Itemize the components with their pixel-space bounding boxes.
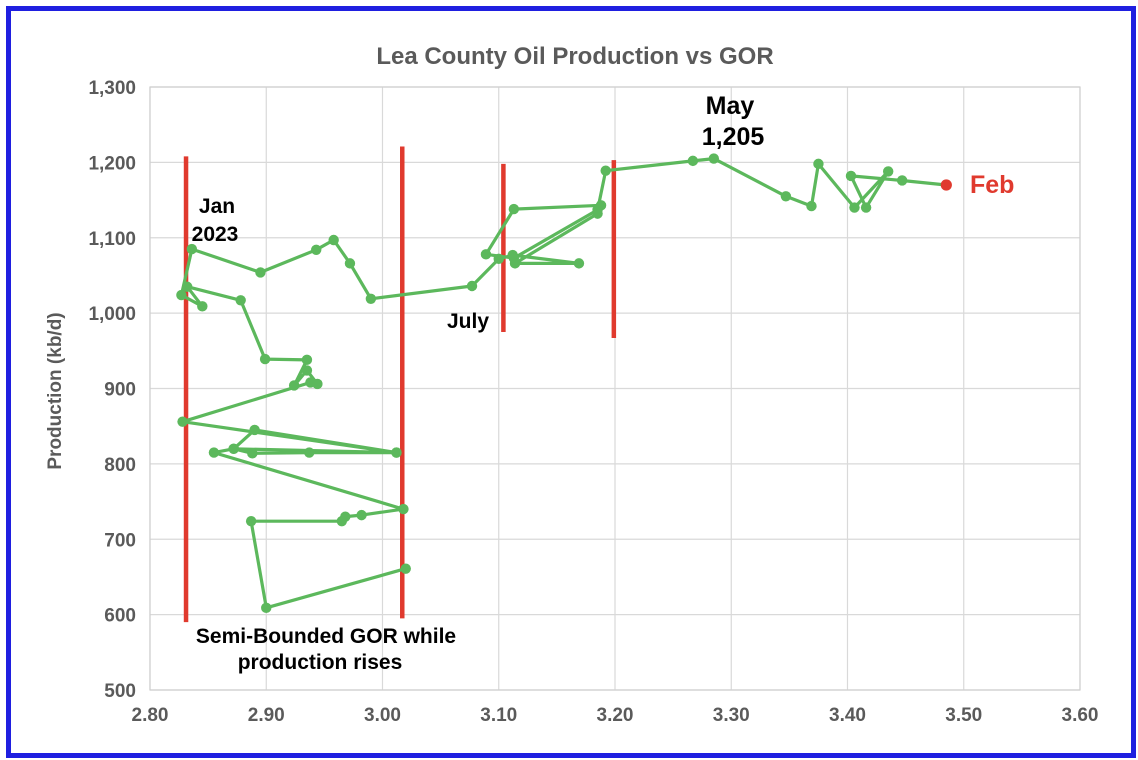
data-point	[882, 166, 894, 177]
data-point	[466, 280, 478, 292]
data-point	[398, 503, 409, 515]
y-tick-label: 700	[104, 530, 136, 551]
y-tick-label: 600	[104, 606, 136, 627]
data-point	[288, 380, 300, 391]
annotation-jan-year: 2023	[192, 223, 239, 246]
annotation-bounded-line2: production rises	[238, 651, 403, 674]
data-point	[896, 175, 908, 186]
data-point	[813, 158, 824, 170]
data-point	[480, 249, 492, 260]
data-point	[845, 170, 857, 182]
x-tick-label: 2.90	[248, 705, 285, 726]
data-point	[860, 202, 872, 213]
data-point	[228, 443, 239, 454]
data-point	[186, 243, 198, 255]
data-point	[312, 378, 323, 390]
data-point	[311, 244, 322, 256]
data-point	[573, 258, 585, 269]
data-point	[249, 424, 260, 436]
annotation-may: May	[706, 92, 755, 120]
x-tick-label: 3.30	[713, 705, 750, 726]
data-point	[304, 447, 315, 458]
y-tick-label: 500	[104, 681, 136, 702]
x-tick-label: 3.50	[945, 705, 982, 726]
x-tick-label: 3.40	[829, 705, 866, 726]
data-point	[849, 202, 860, 213]
data-point	[255, 267, 266, 278]
data-point	[508, 203, 520, 215]
y-tick-label: 1,100	[88, 229, 136, 250]
data-point	[356, 509, 367, 521]
y-tick-label: 1,000	[88, 304, 136, 325]
data-point	[235, 295, 246, 306]
x-tick-label: 3.60	[1062, 705, 1099, 726]
data-point	[400, 563, 411, 574]
y-tick-label: 800	[104, 455, 136, 476]
annotation-may-value: 1,205	[702, 123, 765, 151]
annotation-bounded-line1: Semi-Bounded GOR while	[196, 625, 456, 648]
data-point	[182, 281, 193, 292]
y-tick-label: 900	[104, 380, 136, 401]
y-tick-label: 1,200	[88, 153, 136, 174]
data-point	[592, 204, 603, 216]
data-point	[259, 353, 271, 365]
x-tick-label: 2.80	[132, 705, 169, 726]
data-point	[177, 416, 188, 427]
data-point	[197, 301, 208, 312]
y-tick-label: 1,300	[88, 78, 136, 99]
data-point	[301, 365, 313, 376]
x-tick-label: 3.00	[364, 705, 401, 726]
data-point	[176, 289, 187, 301]
data-point	[247, 448, 258, 459]
data-point	[328, 234, 339, 246]
data-point	[493, 253, 504, 265]
data-point	[261, 602, 272, 614]
chart-title: Lea County Oil Production vs GOR	[376, 43, 773, 70]
data-point	[687, 155, 699, 167]
chart-svg: Lea County Oil Production vs GOR 2.80 2.9…	[45, 43, 1099, 726]
data-point	[600, 165, 611, 176]
annotation-feb: Feb	[970, 171, 1014, 199]
data-point	[245, 515, 257, 527]
data-point	[391, 447, 402, 458]
data-point	[208, 447, 220, 458]
x-tick-label: 3.10	[480, 705, 517, 726]
y-axis-ticks: 500 600 700 800 900 1,000 1,100 1,200 1,300	[88, 78, 136, 702]
x-axis-ticks: 2.80 2.90 3.00 3.10 3.20 3.30 3.40 3.50 3.60	[132, 705, 1099, 726]
data-point-latest	[940, 179, 952, 191]
plot-area-border	[149, 86, 1081, 691]
data-point	[708, 153, 720, 164]
annotation-july: July	[447, 310, 489, 333]
data-point	[340, 511, 351, 522]
data-point	[301, 354, 313, 366]
data-point	[508, 252, 520, 264]
data-point	[344, 258, 356, 269]
chart-frame: Lea County Oil Production vs GOR 2.80 2.9…	[6, 6, 1136, 758]
annotation-jan: Jan	[199, 195, 235, 218]
x-tick-label: 3.20	[597, 705, 634, 726]
y-axis-label: Production (kb/d)	[45, 312, 66, 469]
vertical-markers	[183, 146, 617, 623]
data-point	[365, 293, 377, 305]
series-layer	[176, 153, 952, 614]
data-point	[806, 200, 817, 212]
data-point	[780, 191, 792, 202]
